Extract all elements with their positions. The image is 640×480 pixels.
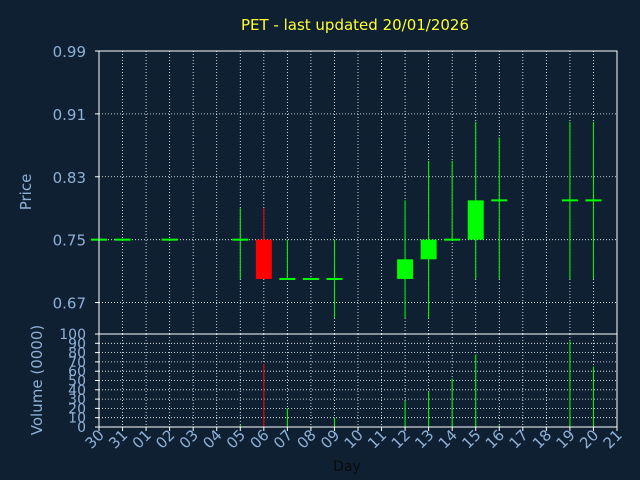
day-tick-label: 13 [411, 426, 437, 452]
volume-tick-label: 20 [68, 401, 86, 417]
candle-body [114, 238, 131, 241]
day-tick-label: 05 [223, 426, 249, 452]
volume-tick-label: 40 [68, 383, 86, 399]
candle-body [467, 200, 484, 240]
day-tick-label: 08 [294, 426, 320, 452]
day-tick-label: 06 [246, 426, 272, 452]
price-tick-label: 0.91 [53, 106, 86, 124]
volume-tick-label: 60 [68, 364, 86, 380]
price-tick-label: 0.75 [53, 232, 86, 250]
price-tick-label: 0.83 [53, 169, 86, 187]
candle-body [420, 239, 437, 260]
day-tick-label: 20 [576, 426, 602, 452]
day-tick-label: 19 [553, 426, 579, 452]
candle-body [255, 239, 272, 279]
volume-grid [95, 333, 617, 428]
volume-bars [239, 341, 594, 427]
day-tick-label: 12 [388, 426, 414, 452]
volume-tick-label: 90 [68, 336, 86, 352]
volume-tick-label: 50 [68, 374, 86, 390]
price-axis-label: Price [17, 174, 35, 211]
day-tick-label: 03 [176, 426, 202, 452]
volume-panel-frame [98, 333, 618, 428]
day-tick-label: 10 [341, 426, 367, 452]
candle-body [585, 199, 602, 202]
day-tick-label: 07 [270, 426, 296, 452]
price-grid [95, 50, 617, 334]
day-tick-label: 16 [482, 426, 508, 452]
day-tick-labels: 3031010203040506070809101112131415161718… [82, 426, 626, 452]
day-tick-label: 01 [129, 426, 155, 452]
day-tick-label: 21 [600, 426, 626, 452]
day-tick-label: 09 [317, 426, 343, 452]
day-tick-label: 02 [152, 426, 178, 452]
volume-tick-label: 10 [68, 411, 86, 427]
volume-tick-label: 100 [59, 327, 86, 343]
chart-title: PET - last updated 20/01/2026 [241, 16, 469, 34]
day-tick-label: 17 [505, 426, 531, 452]
day-tick-label: 14 [435, 426, 461, 452]
candle-body [491, 199, 508, 202]
day-tick-label: 18 [529, 426, 555, 452]
candle-body [397, 259, 414, 279]
price-tick-label: 0.67 [53, 295, 86, 313]
day-axis-label: Day [333, 459, 361, 475]
day-tick-label: 11 [364, 426, 390, 452]
day-tick-label: 04 [199, 426, 225, 452]
candle-body [279, 277, 296, 280]
price-tick-label: 0.99 [53, 43, 86, 61]
volume-tick-label: 0 [77, 420, 86, 436]
day-tick-label: 15 [458, 426, 484, 452]
day-tick-label: 31 [105, 426, 131, 452]
candle-body [561, 199, 578, 202]
candle-body [326, 277, 343, 280]
candle-body [444, 238, 461, 241]
volume-tick-label: 80 [68, 346, 86, 362]
volume-tick-label: 30 [68, 392, 86, 408]
candle-body [161, 238, 178, 241]
volume-tick-label: 70 [68, 355, 86, 371]
candles [91, 121, 602, 319]
candle-body [302, 277, 319, 280]
candle-body [232, 238, 249, 241]
price-tick-labels: 0.99 0.91 0.83 0.75 0.67 [53, 43, 86, 313]
volume-axis-label: Volume (0000) [28, 325, 46, 435]
